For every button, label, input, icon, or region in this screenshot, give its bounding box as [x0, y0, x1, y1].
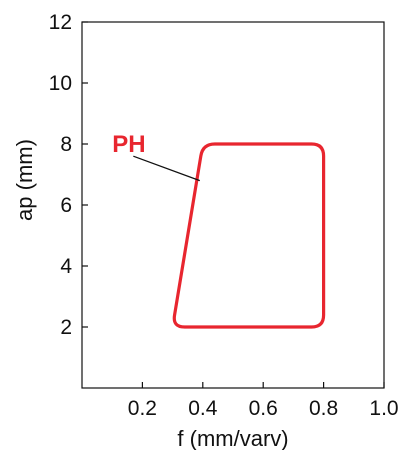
y-tick-label: 6	[60, 194, 72, 217]
y-tick-label: 4	[60, 255, 72, 278]
y-tick-label: 10	[49, 72, 72, 95]
x-tick-label: 1.0	[369, 397, 398, 420]
annotation-leader-line	[133, 155, 201, 182]
plot-frame	[81, 21, 385, 389]
y-tick-label: 12	[49, 11, 72, 34]
y-tick-label: 2	[60, 316, 72, 339]
series-region-ph	[172, 142, 326, 329]
x-tick-label: 0.6	[249, 397, 278, 420]
annotation-layer: PH	[112, 131, 201, 182]
x-tick-label: 0.8	[309, 397, 338, 420]
x-axis: 0.2 0.4 0.6 0.8 1.0	[128, 382, 399, 420]
y-axis-title: ap (mm)	[12, 139, 37, 221]
x-axis-title: f (mm/varv)	[177, 426, 288, 450]
annotation-label: PH	[112, 131, 145, 158]
y-tick-label: 8	[60, 133, 72, 156]
y-axis: 2 4 6 8 10 12	[49, 11, 88, 339]
series-layer	[172, 142, 326, 329]
x-tick-label: 0.4	[188, 397, 218, 420]
x-tick-label: 0.2	[128, 397, 157, 420]
